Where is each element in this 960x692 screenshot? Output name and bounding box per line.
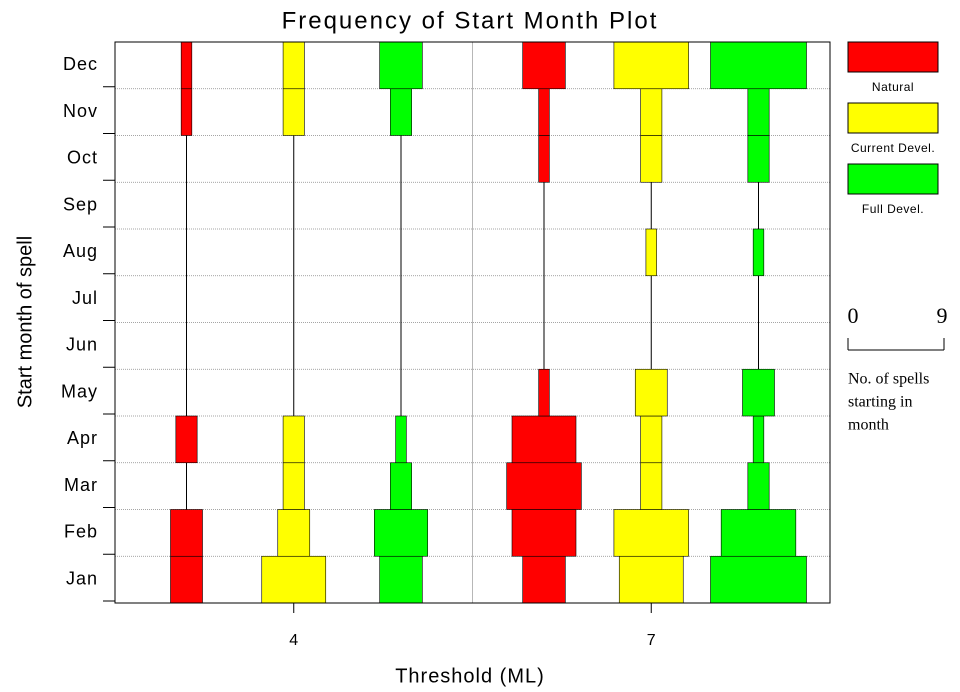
kite-segment — [282, 88, 305, 136]
kite-segment — [379, 41, 423, 90]
x-axis-label: Threshold (ML) — [395, 665, 545, 687]
y-tick-label: May — [61, 381, 98, 401]
kite-segment — [390, 462, 412, 510]
kite-segment — [742, 368, 775, 417]
legend-label: Natural — [872, 80, 914, 94]
y-tick-label: Nov — [63, 101, 98, 121]
scale-note: month — [848, 417, 889, 434]
kite-segment — [170, 555, 203, 604]
scale-note: No. of spells — [848, 371, 929, 388]
legend-swatch — [847, 41, 939, 73]
y-tick-label: Feb — [64, 522, 98, 542]
kite-segment — [640, 462, 663, 510]
kite-segment — [720, 509, 797, 557]
kite-segment — [618, 555, 684, 604]
kite-segment — [613, 509, 689, 557]
kite-segment — [747, 88, 770, 136]
legend-swatch — [847, 163, 939, 195]
kite-segment — [640, 88, 663, 136]
x-tick-label: 4 — [289, 632, 298, 649]
kite-segment — [752, 415, 765, 464]
kite-segment — [634, 368, 668, 417]
chart-title: Frequency of Start Month Plot — [282, 7, 659, 34]
kite-segment — [379, 555, 423, 604]
plot-frame — [114, 41, 831, 604]
kite-segment — [282, 415, 305, 464]
y-tick-label: Jan — [66, 568, 98, 588]
y-tick-label: Aug — [63, 241, 98, 261]
y-tick-label: Apr — [67, 428, 98, 448]
y-tick-label: Oct — [67, 148, 98, 168]
kite-segment — [747, 462, 770, 510]
kite-segment — [282, 462, 305, 510]
kite-segment — [538, 135, 550, 183]
kite-segment — [522, 555, 566, 604]
legend-label: Full Devel. — [862, 202, 924, 216]
kite-segment — [522, 41, 566, 90]
kite-segment — [645, 228, 657, 277]
x-tick-label: 7 — [647, 632, 656, 649]
kite-segment — [640, 415, 663, 464]
kite-segment — [282, 41, 305, 90]
kite-segment — [613, 41, 689, 90]
legend-label: Current Devel. — [851, 141, 935, 155]
kite-segment — [170, 509, 203, 557]
scale-label: 9 — [937, 303, 948, 328]
legend-swatch — [847, 102, 939, 134]
y-tick-label: Sep — [63, 194, 98, 214]
scale-label: 0 — [848, 303, 859, 328]
kite-segment — [511, 415, 577, 464]
scale-note: starting in — [848, 394, 912, 411]
y-tick-label: Jul — [72, 288, 98, 308]
kite-segment — [261, 555, 327, 604]
kite-segment — [710, 41, 807, 90]
kite-segment — [640, 135, 663, 183]
kite-segment — [374, 509, 428, 557]
kite-segment — [506, 462, 582, 510]
kite-segment — [180, 88, 193, 136]
y-tick-label: Dec — [63, 54, 98, 74]
kite-segment — [180, 41, 193, 90]
y-axis-label: Start month of spell — [14, 236, 36, 408]
kite-segment — [511, 509, 577, 557]
kite-segment — [395, 415, 407, 464]
kite-segment — [538, 88, 550, 136]
kite-segment — [277, 509, 311, 557]
y-tick-label: Jun — [66, 335, 98, 355]
kite-segment — [747, 135, 770, 183]
y-tick-label: Mar — [64, 475, 98, 495]
kite-segment — [752, 228, 765, 277]
kite-segment — [175, 415, 198, 464]
kite-segment — [710, 555, 807, 604]
kite-segment — [390, 88, 412, 136]
kite-segment — [538, 368, 550, 417]
